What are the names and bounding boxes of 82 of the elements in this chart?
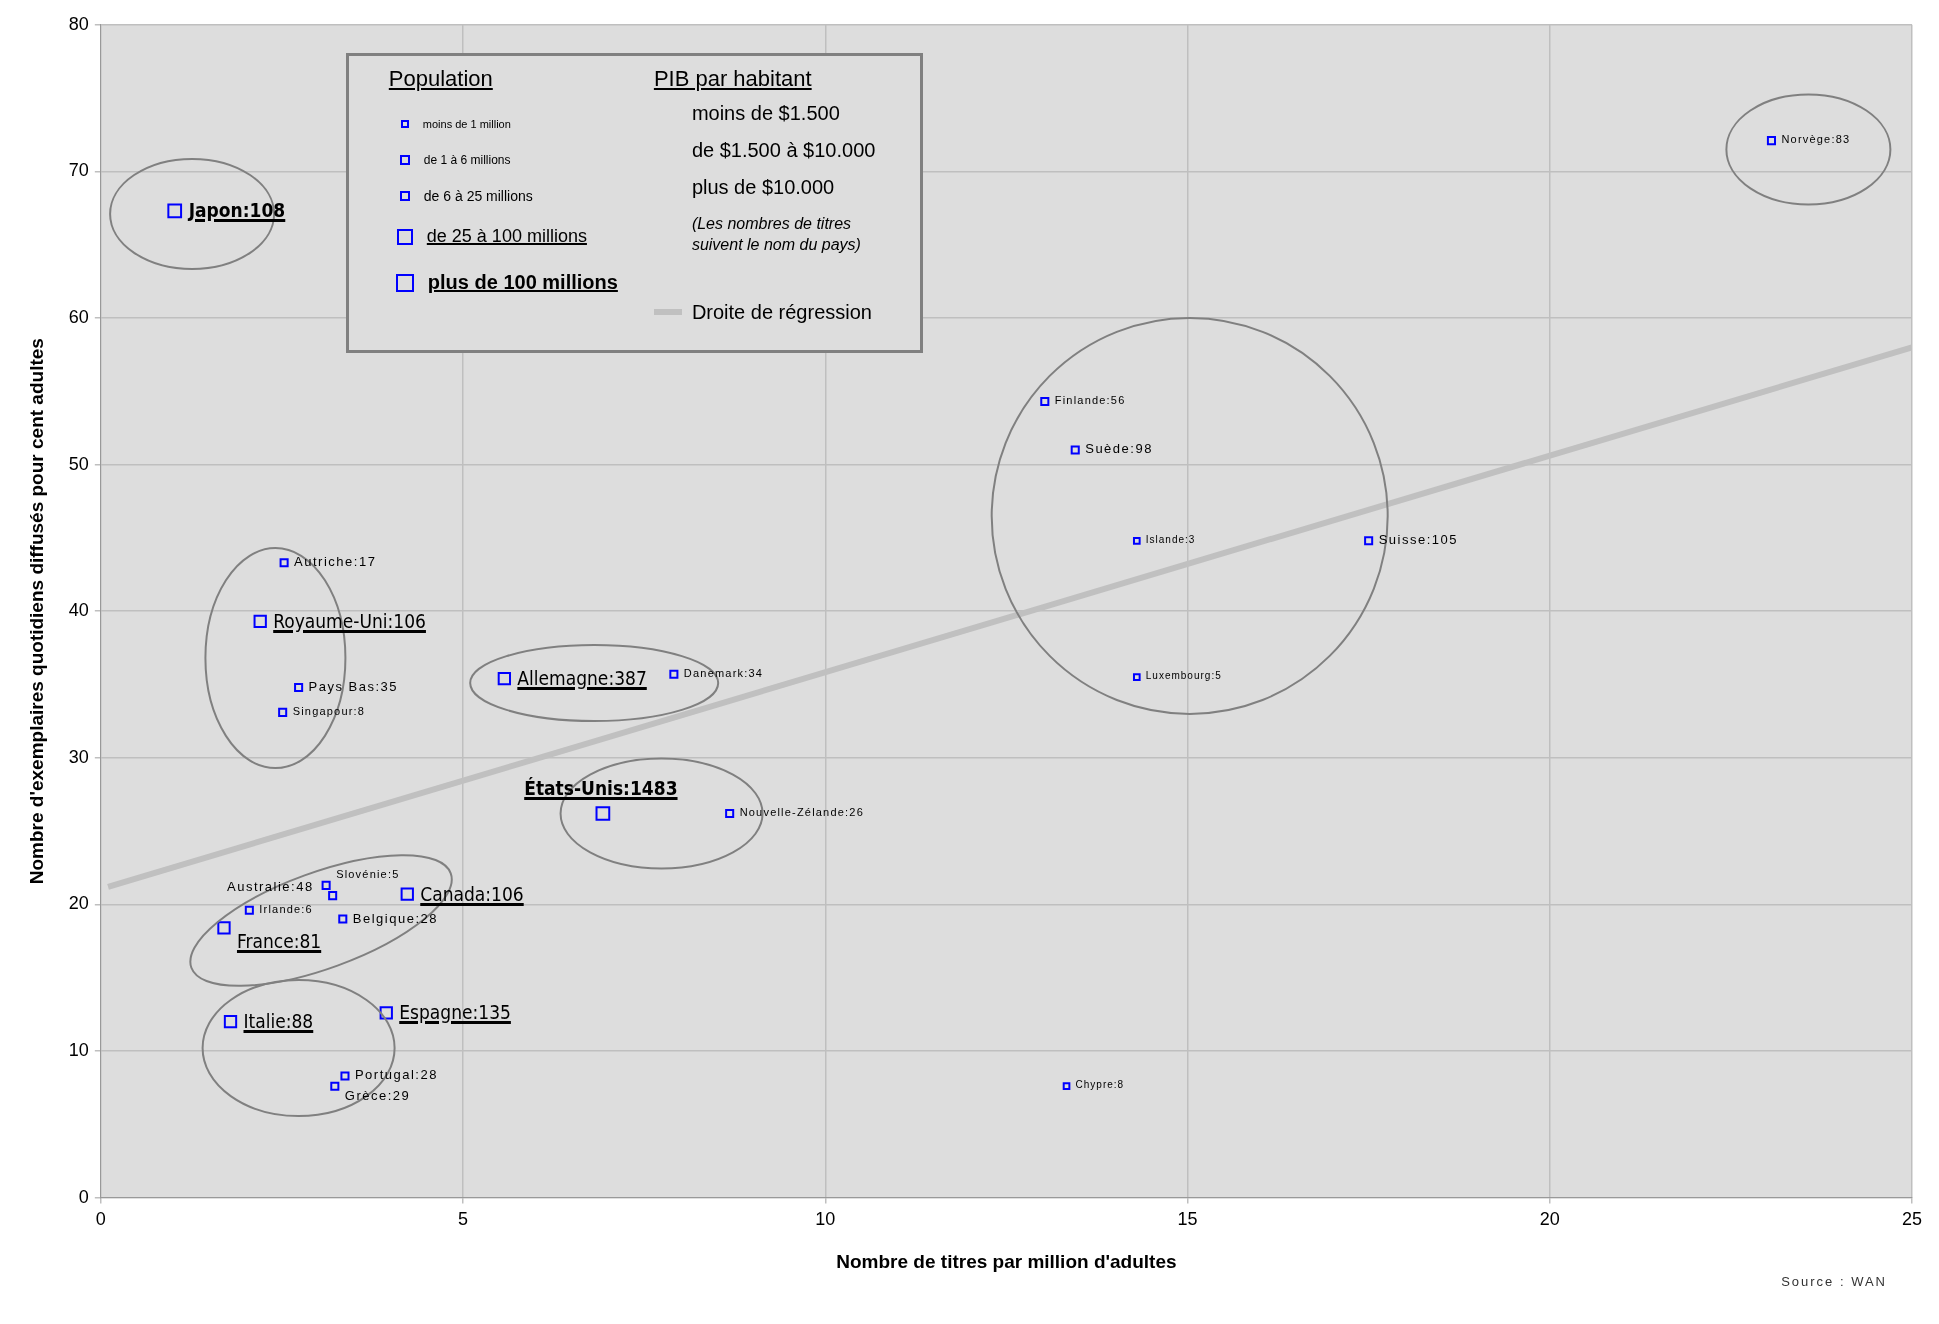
annotation: Autriche:17 bbox=[294, 554, 377, 572]
point bbox=[223, 1015, 238, 1029]
point bbox=[400, 887, 414, 901]
point bbox=[1070, 445, 1080, 455]
annotation: Suisse:105 bbox=[1378, 532, 1458, 550]
x-tick-label: 10 bbox=[815, 1209, 836, 1230]
annotation: Portugal:28 bbox=[354, 1067, 438, 1085]
y-tick-label: 70 bbox=[68, 160, 89, 181]
annotation: Norvège:83 bbox=[1781, 133, 1851, 148]
point bbox=[253, 614, 267, 629]
annotation: Belgique:28 bbox=[352, 910, 438, 928]
legend-label: de 25 à 100 millions bbox=[426, 226, 587, 248]
point bbox=[1364, 536, 1374, 546]
x-tick-label: 0 bbox=[95, 1209, 106, 1230]
legend-title: Population bbox=[388, 65, 494, 92]
annotation: États-Unis:1483 bbox=[524, 776, 678, 800]
y-tick-label: 50 bbox=[68, 453, 89, 474]
y-tick-label: 80 bbox=[68, 13, 89, 34]
annotation: (Les nombres de titres suivent le nom du pays) bbox=[691, 213, 862, 255]
annotation: plus de $10.000 bbox=[691, 175, 836, 200]
point bbox=[379, 1006, 393, 1020]
annotation: Allemagne:387 bbox=[517, 667, 647, 691]
point bbox=[595, 806, 611, 821]
point bbox=[725, 808, 735, 819]
point bbox=[278, 707, 288, 717]
annotation: Irlande:6 bbox=[259, 902, 313, 917]
annotation: Italie:88 bbox=[243, 1010, 314, 1034]
x-tick-label: 5 bbox=[458, 1209, 469, 1230]
point bbox=[1132, 673, 1141, 681]
y-tick-label: 20 bbox=[68, 893, 89, 914]
point bbox=[1132, 537, 1141, 545]
legend-label: Droite de régression bbox=[691, 300, 872, 324]
y-tick-label: 40 bbox=[68, 600, 89, 621]
annotation: Nouvelle-Zélande:26 bbox=[739, 806, 864, 820]
x-tick-label: 20 bbox=[1539, 1209, 1560, 1230]
annotation: Espagne:135 bbox=[399, 1001, 511, 1025]
legend-label: de 1 à 6 millions bbox=[423, 152, 511, 167]
point bbox=[340, 1071, 350, 1081]
point bbox=[1062, 1082, 1071, 1091]
annotation: PIB par habitant bbox=[653, 65, 813, 92]
legend-label: de 6 à 25 millions bbox=[423, 187, 533, 204]
point bbox=[338, 914, 348, 924]
point bbox=[330, 1081, 340, 1091]
annotation: Pays Bas:35 bbox=[308, 678, 399, 696]
y-tick-label: 0 bbox=[78, 1186, 89, 1207]
point bbox=[167, 203, 183, 219]
annotation: Japon:108 bbox=[188, 199, 286, 223]
point bbox=[244, 905, 254, 915]
x-axis-title: Nombre de titres par million d'adultes bbox=[836, 1250, 1177, 1272]
annotation: Australie:48 bbox=[227, 878, 314, 896]
legend-label: plus de 100 millions bbox=[427, 271, 618, 295]
annotation: Slovénie:5 bbox=[336, 868, 400, 883]
annotation: Suède:98 bbox=[1085, 441, 1153, 459]
point bbox=[497, 671, 512, 686]
y-axis-title: Nombre d'exemplaires quotidiens diffusés pour cent adultes bbox=[25, 338, 47, 885]
annotation: Canada:106 bbox=[420, 882, 524, 906]
annotation: Grèce:29 bbox=[344, 1088, 411, 1106]
point bbox=[328, 891, 338, 901]
y-tick-label: 10 bbox=[68, 1039, 89, 1060]
point bbox=[321, 880, 331, 890]
annotation: de $1.500 à $10.000 bbox=[691, 138, 877, 163]
annotation: Singapour:8 bbox=[292, 704, 366, 719]
y-tick-label: 60 bbox=[68, 306, 89, 327]
x-tick-label: 25 bbox=[1901, 1209, 1922, 1230]
annotation: Finlande:56 bbox=[1054, 394, 1126, 409]
annotation: France:81 bbox=[236, 929, 322, 953]
point bbox=[1766, 136, 1776, 146]
x-tick-label: 15 bbox=[1177, 1209, 1198, 1230]
point bbox=[217, 921, 231, 935]
annotation: Danemark:34 bbox=[683, 666, 764, 681]
annotation: Islande:3 bbox=[1145, 533, 1196, 547]
y-tick-label: 30 bbox=[68, 746, 89, 767]
point bbox=[279, 558, 289, 568]
annotation: moins de $1.500 bbox=[691, 101, 841, 126]
point bbox=[1040, 397, 1050, 407]
source-note: Source : WAN bbox=[1781, 1274, 1887, 1289]
annotation: Luxembourg:5 bbox=[1145, 670, 1222, 684]
annotation: Royaume-Uni:106 bbox=[273, 609, 426, 633]
point bbox=[294, 682, 304, 692]
annotation: Chypre:8 bbox=[1075, 1079, 1125, 1093]
legend-label: moins de 1 million bbox=[422, 117, 511, 130]
point bbox=[669, 669, 679, 679]
